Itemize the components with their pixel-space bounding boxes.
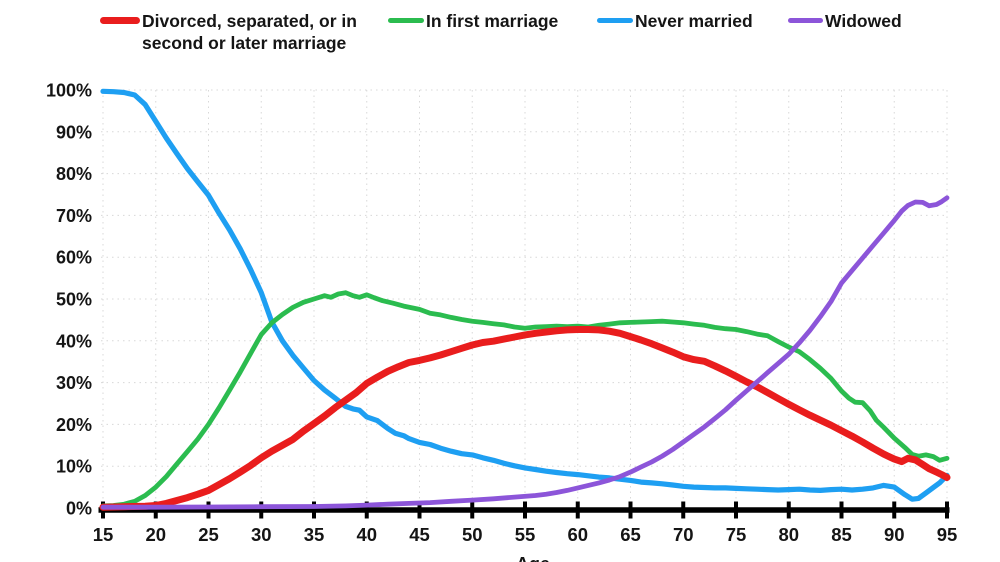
y-tick-label: 80% — [56, 164, 92, 184]
x-tick-label: 15 — [93, 524, 114, 545]
legend-label-divorced-line1: Divorced, separated, or in — [142, 11, 357, 31]
series-line-widowed — [100, 195, 950, 510]
y-tick-label: 60% — [56, 248, 92, 268]
legend-item-widowed: Widowed — [788, 10, 902, 32]
legend-label-widowed: Widowed — [825, 11, 902, 31]
legend-swatch-widowed-icon — [788, 18, 823, 23]
y-tick-label: 40% — [56, 331, 92, 351]
x-tick-label: 40 — [356, 524, 377, 545]
y-tick-label: 0% — [66, 499, 92, 519]
x-tick-label: 35 — [304, 524, 325, 545]
x-tick-label: 55 — [515, 524, 536, 545]
legend-label-never-married: Never married — [635, 11, 753, 31]
x-tick-label: 75 — [726, 524, 747, 545]
y-tick-label: 30% — [56, 373, 92, 393]
x-tick-label: 80 — [778, 524, 799, 545]
series-line-first-marriage — [100, 290, 950, 509]
x-tick-label: 20 — [145, 524, 166, 545]
x-tick-label: 60 — [567, 524, 588, 545]
series-line-divorced — [99, 326, 951, 511]
x-tick-label: 90 — [884, 524, 905, 545]
x-tick-label: 95 — [937, 524, 958, 545]
x-tick-label: 25 — [198, 524, 219, 545]
series-lines — [99, 88, 951, 511]
legend-item-first-marriage: In first marriage — [388, 10, 558, 32]
y-tick-label: 100% — [46, 81, 92, 101]
x-tick-label: 30 — [251, 524, 272, 545]
legend-swatch-never-married-icon — [597, 18, 633, 23]
y-tick-label: 70% — [56, 206, 92, 226]
x-tick-label: 45 — [409, 524, 430, 545]
series-line-never-married — [100, 88, 950, 502]
legend-item-never-married: Never married — [597, 10, 753, 32]
legend-swatch-first-marriage-icon — [388, 18, 424, 23]
y-tick-label: 20% — [56, 415, 92, 435]
gridlines — [101, 89, 948, 508]
x-axis-title: Age — [503, 554, 563, 562]
x-tick-label: 50 — [462, 524, 483, 545]
legend: Divorced, separated, or in second or lat… — [0, 0, 1000, 60]
legend-item-divorced: Divorced, separated, or in second or lat… — [100, 10, 380, 54]
legend-label-first-marriage: In first marriage — [426, 11, 559, 31]
x-tick-label: 65 — [620, 524, 641, 545]
y-tick-label: 90% — [56, 122, 92, 142]
y-tick-label: 10% — [56, 457, 92, 477]
x-tick-label: 85 — [831, 524, 852, 545]
x-tick-label: 70 — [673, 524, 694, 545]
legend-swatch-divorced-icon — [100, 17, 140, 24]
y-axis-labels: 0% 10% 20% 30% 40% 50% 60% 70% 80% 90% 100% — [46, 81, 92, 519]
y-tick-label: 50% — [56, 290, 92, 310]
legend-label-divorced-line2: second or later marriage — [142, 33, 347, 53]
